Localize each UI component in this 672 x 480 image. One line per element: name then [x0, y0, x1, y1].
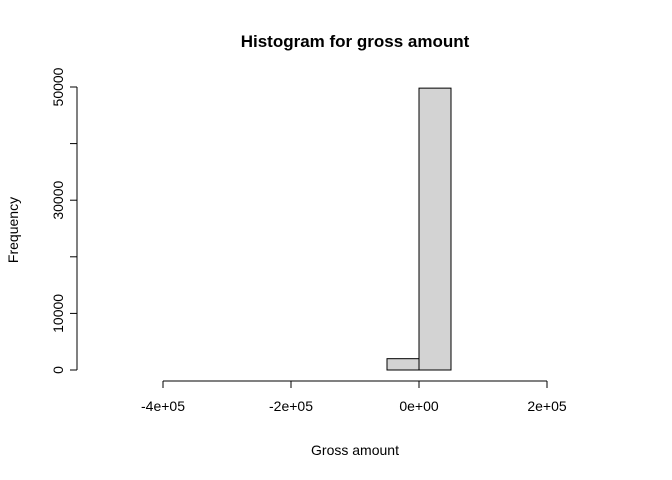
y-tick-label: 0 [50, 366, 66, 374]
x-axis-label: Gross amount [311, 442, 399, 458]
y-axis: 0 10000 30000 50000 [50, 67, 78, 374]
x-tick-label: 2e+05 [527, 398, 567, 414]
chart-title: Histogram for gross amount [241, 32, 470, 51]
x-tick-label: 0e+00 [399, 398, 439, 414]
y-tick-label: 10000 [50, 294, 66, 333]
histogram-bar [386, 358, 420, 371]
bars-group [386, 87, 452, 371]
y-tick-label: 50000 [50, 67, 66, 106]
histogram-bar [418, 87, 452, 371]
x-axis: -4e+05 -2e+05 0e+00 2e+05 [141, 380, 567, 414]
y-axis-label: Frequency [5, 197, 21, 263]
x-tick-label: -2e+05 [269, 398, 313, 414]
y-tick-label: 30000 [50, 181, 66, 220]
x-tick-label: -4e+05 [141, 398, 185, 414]
